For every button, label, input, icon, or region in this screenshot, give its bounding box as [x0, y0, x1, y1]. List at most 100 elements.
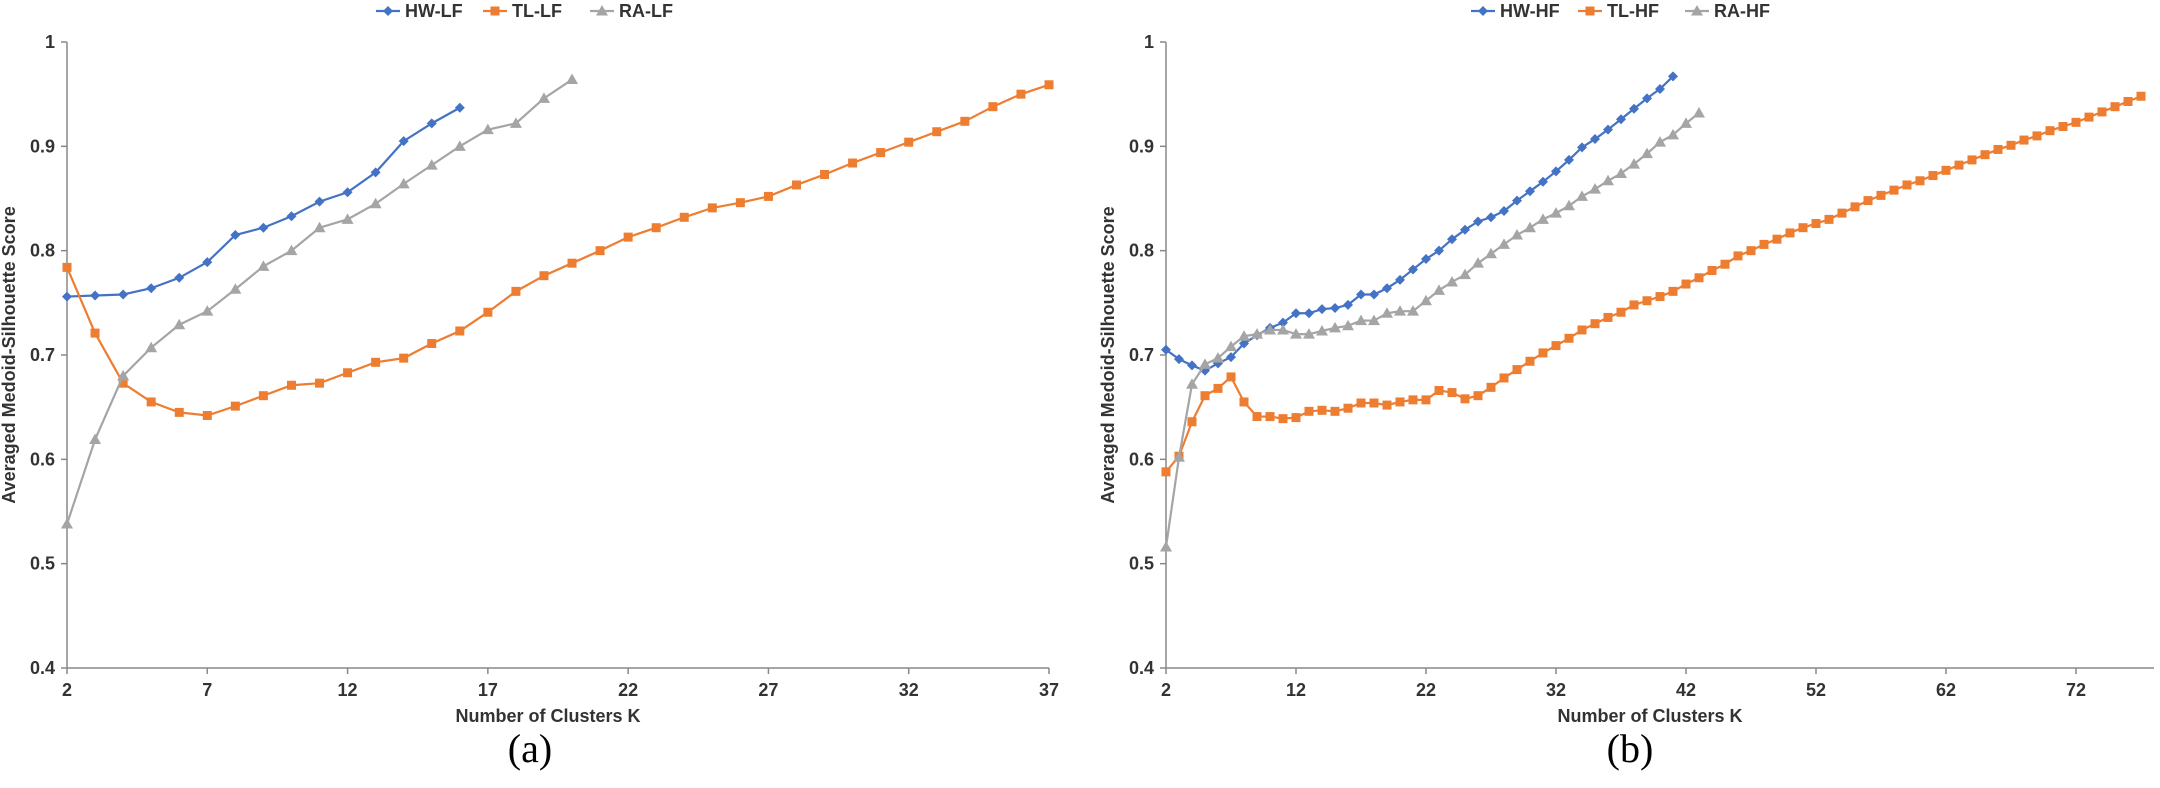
- legend-marker: [596, 5, 608, 16]
- legend-label: HW-HF: [1500, 1, 1560, 21]
- data-point: [1680, 117, 1692, 128]
- data-point: [145, 341, 158, 353]
- chart-caption: (b): [1607, 726, 1654, 771]
- x-tick-label: 42: [1676, 680, 1696, 700]
- data-point: [1524, 221, 1536, 233]
- data-point: [791, 180, 801, 190]
- data-point: [286, 380, 296, 390]
- data-point: [1967, 155, 1977, 165]
- x-tick-label: 72: [2066, 680, 2086, 700]
- data-point: [1785, 228, 1795, 238]
- data-point: [848, 158, 858, 168]
- series-line: [1165, 95, 2142, 473]
- data-point: [1603, 312, 1613, 322]
- data-point: [173, 318, 186, 330]
- data-point: [1538, 348, 1548, 358]
- data-point: [2084, 112, 2094, 122]
- data-point: [2136, 91, 2146, 101]
- data-point: [2045, 126, 2055, 136]
- data-point: [1550, 207, 1562, 218]
- data-point: [1564, 154, 1574, 165]
- data-point: [1238, 330, 1250, 341]
- x-tick-label: 52: [1806, 680, 1826, 700]
- series-TL-LF: [62, 80, 1054, 421]
- data-point: [2019, 135, 2029, 145]
- data-point: [1941, 165, 1951, 175]
- y-tick-label: 0.8: [1129, 241, 1154, 261]
- x-axis-label: Number of Clusters K: [455, 706, 640, 726]
- x-tick-label: 17: [478, 680, 498, 700]
- data-point: [735, 198, 745, 208]
- data-point: [1499, 373, 1509, 383]
- data-point: [370, 167, 381, 178]
- legend-marker: [383, 6, 393, 16]
- data-point: [1460, 224, 1470, 235]
- data-point: [1876, 190, 1886, 200]
- y-tick-label: 0.7: [1129, 345, 1154, 365]
- data-point: [509, 117, 522, 128]
- legend-item: TL-LF: [483, 1, 562, 21]
- data-point: [1329, 321, 1341, 333]
- data-point: [1408, 264, 1418, 275]
- data-point: [90, 328, 100, 338]
- data-point: [1863, 196, 1873, 206]
- chart-b: 0.40.50.60.70.80.912 12 22 32 42 52 62 72Number…: [1098, 1, 2154, 771]
- y-tick-label: 0.5: [30, 554, 55, 574]
- data-point: [1486, 212, 1496, 223]
- data-point: [1655, 292, 1665, 302]
- data-point: [1369, 398, 1379, 408]
- data-point: [1343, 299, 1353, 310]
- data-point: [1720, 259, 1730, 269]
- data-point: [1447, 234, 1457, 245]
- data-point: [1629, 103, 1639, 114]
- data-point: [2058, 122, 2068, 132]
- data-point: [202, 257, 213, 268]
- y-tick-label: 0.6: [30, 449, 55, 469]
- data-point: [1161, 467, 1171, 477]
- data-point: [1251, 328, 1263, 339]
- x-tick-label: 32: [1546, 680, 1566, 700]
- data-point: [1330, 406, 1340, 416]
- data-point: [1304, 308, 1314, 319]
- data-point: [1447, 388, 1457, 398]
- legend-item: RA-LF: [590, 1, 673, 21]
- legend-label: TL-LF: [512, 1, 562, 21]
- data-point: [1733, 251, 1743, 261]
- data-point: [1824, 214, 1834, 224]
- series-line: [1164, 112, 1700, 548]
- data-point: [1434, 385, 1444, 395]
- data-point: [1629, 300, 1639, 310]
- data-point: [1239, 397, 1249, 407]
- data-point: [1472, 257, 1484, 268]
- data-point: [286, 211, 297, 222]
- data-point: [202, 411, 212, 421]
- legend-label: RA-LF: [619, 1, 673, 21]
- data-point: [62, 291, 72, 302]
- data-point: [1212, 352, 1224, 363]
- data-point: [1642, 296, 1652, 306]
- data-point: [1537, 213, 1549, 224]
- data-point: [90, 290, 101, 301]
- data-point: [1590, 319, 1600, 329]
- data-point: [1551, 166, 1561, 177]
- y-tick-label: 1: [45, 32, 55, 52]
- data-point: [623, 232, 633, 242]
- data-point: [1616, 307, 1626, 317]
- data-point: [1213, 383, 1223, 393]
- x-tick-label: 22: [618, 680, 638, 700]
- data-point: [1667, 128, 1679, 140]
- data-point: [61, 518, 73, 529]
- x-tick-label: 2: [62, 680, 72, 700]
- data-point: [1694, 273, 1704, 283]
- data-point: [146, 397, 156, 407]
- data-point: [1044, 80, 1054, 90]
- legend-marker: [1585, 6, 1595, 16]
- data-point: [820, 170, 830, 180]
- data-point: [1226, 352, 1236, 363]
- legend-label: TL-HF: [1607, 1, 1659, 21]
- series-line: [65, 78, 573, 525]
- data-point: [1576, 190, 1588, 201]
- data-point: [1342, 319, 1354, 331]
- data-point: [1551, 341, 1561, 351]
